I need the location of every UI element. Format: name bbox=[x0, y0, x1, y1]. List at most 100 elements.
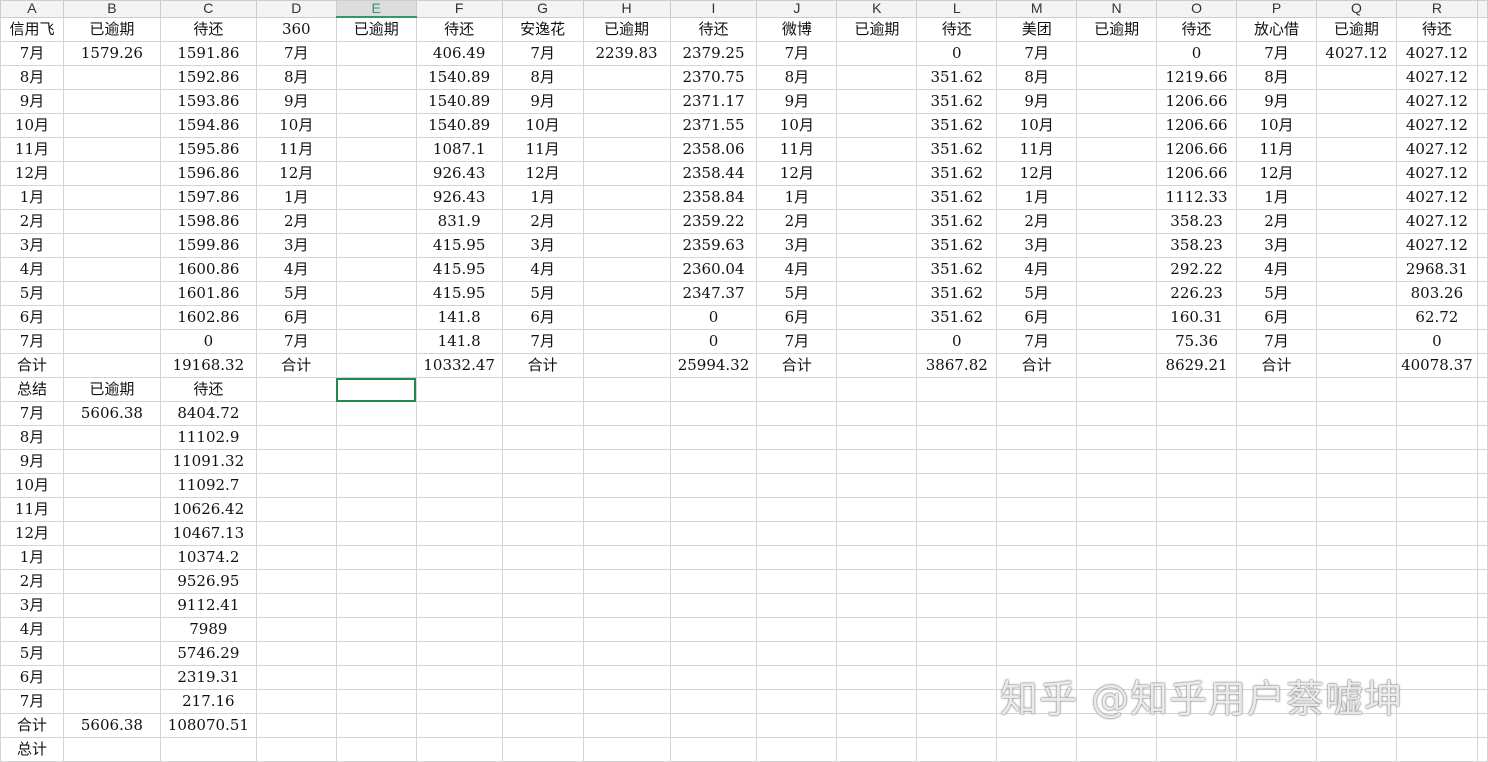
cell-l27[interactable] bbox=[916, 641, 998, 666]
cell-a14[interactable]: 7月 bbox=[0, 329, 64, 354]
cell-k13[interactable] bbox=[836, 305, 918, 330]
cell-j9[interactable]: 2月 bbox=[756, 209, 838, 234]
cell-r18[interactable] bbox=[1395, 425, 1478, 450]
cell-g24[interactable] bbox=[501, 569, 584, 594]
cell-j1[interactable]: 微博 bbox=[756, 16, 838, 42]
cell-b14[interactable] bbox=[62, 329, 161, 354]
cell-a16[interactable]: 总结 bbox=[0, 377, 64, 402]
cell-a11[interactable]: 4月 bbox=[0, 257, 64, 282]
cell-i27[interactable] bbox=[669, 641, 758, 666]
cell-l21[interactable] bbox=[916, 497, 998, 522]
column-header-blank[interactable] bbox=[1476, 0, 1488, 18]
cell-h9[interactable] bbox=[582, 209, 671, 234]
cell-b21[interactable] bbox=[62, 497, 161, 522]
cell-c18[interactable]: 11102.9 bbox=[159, 425, 257, 450]
cell-j15[interactable]: 合计 bbox=[756, 353, 838, 378]
cell-h29[interactable] bbox=[582, 689, 671, 714]
cell-j23[interactable] bbox=[756, 545, 838, 570]
cell-a10[interactable]: 3月 bbox=[0, 233, 64, 258]
cell-m23[interactable] bbox=[996, 545, 1078, 570]
cell-o2[interactable]: 0 bbox=[1156, 41, 1238, 66]
cell-x8[interactable] bbox=[1476, 185, 1488, 210]
cell-h20[interactable] bbox=[582, 473, 671, 498]
cell-k30[interactable] bbox=[836, 713, 918, 738]
cell-l25[interactable] bbox=[916, 593, 998, 618]
cell-x15[interactable] bbox=[1476, 353, 1488, 378]
cell-d12[interactable]: 5月 bbox=[255, 281, 337, 306]
cell-l29[interactable] bbox=[916, 689, 998, 714]
cell-i25[interactable] bbox=[669, 593, 758, 618]
cell-c16[interactable]: 待还 bbox=[159, 377, 257, 402]
cell-f26[interactable] bbox=[415, 617, 503, 642]
cell-g7[interactable]: 12月 bbox=[501, 161, 584, 186]
cell-r28[interactable] bbox=[1395, 665, 1478, 690]
column-header-l[interactable]: L bbox=[916, 0, 998, 18]
cell-c13[interactable]: 1602.86 bbox=[159, 305, 257, 330]
cell-c24[interactable]: 9526.95 bbox=[159, 569, 257, 594]
cell-p13[interactable]: 6月 bbox=[1236, 305, 1317, 330]
cell-n1[interactable]: 已逾期 bbox=[1076, 16, 1158, 42]
cell-j22[interactable] bbox=[756, 521, 838, 546]
column-header-a[interactable]: A bbox=[0, 0, 64, 18]
cell-o5[interactable]: 1206.66 bbox=[1156, 113, 1238, 138]
cell-i16[interactable] bbox=[669, 377, 758, 402]
cell-d11[interactable]: 4月 bbox=[255, 257, 337, 282]
cell-p10[interactable]: 3月 bbox=[1236, 233, 1317, 258]
column-header-o[interactable]: O bbox=[1156, 0, 1238, 18]
cell-c17[interactable]: 8404.72 bbox=[159, 401, 257, 426]
cell-b27[interactable] bbox=[62, 641, 161, 666]
cell-j5[interactable]: 10月 bbox=[756, 113, 838, 138]
cell-j4[interactable]: 9月 bbox=[756, 89, 838, 114]
cell-d13[interactable]: 6月 bbox=[255, 305, 337, 330]
cell-d20[interactable] bbox=[255, 473, 337, 498]
cell-j31[interactable] bbox=[756, 737, 838, 762]
cell-g17[interactable] bbox=[501, 401, 584, 426]
cell-d19[interactable] bbox=[255, 449, 337, 474]
column-header-k[interactable]: K bbox=[836, 0, 918, 18]
cell-e26[interactable] bbox=[335, 617, 417, 642]
cell-h5[interactable] bbox=[582, 113, 671, 138]
cell-r1[interactable]: 待还 bbox=[1395, 16, 1478, 42]
cell-h21[interactable] bbox=[582, 497, 671, 522]
cell-o14[interactable]: 75.36 bbox=[1156, 329, 1238, 354]
cell-o8[interactable]: 1112.33 bbox=[1156, 185, 1238, 210]
cell-n21[interactable] bbox=[1076, 497, 1158, 522]
cell-r31[interactable] bbox=[1395, 737, 1478, 762]
cell-p12[interactable]: 5月 bbox=[1236, 281, 1317, 306]
cell-q23[interactable] bbox=[1315, 545, 1397, 570]
cell-n5[interactable] bbox=[1076, 113, 1158, 138]
cell-g13[interactable]: 6月 bbox=[501, 305, 584, 330]
cell-n19[interactable] bbox=[1076, 449, 1158, 474]
cell-j18[interactable] bbox=[756, 425, 838, 450]
cell-x12[interactable] bbox=[1476, 281, 1488, 306]
cell-f6[interactable]: 1087.1 bbox=[415, 137, 503, 162]
cell-f9[interactable]: 831.9 bbox=[415, 209, 503, 234]
cell-i7[interactable]: 2358.44 bbox=[669, 161, 758, 186]
cell-g28[interactable] bbox=[501, 665, 584, 690]
cell-d5[interactable]: 10月 bbox=[255, 113, 337, 138]
cell-c2[interactable]: 1591.86 bbox=[159, 41, 257, 66]
cell-x10[interactable] bbox=[1476, 233, 1488, 258]
cell-c22[interactable]: 10467.13 bbox=[159, 521, 257, 546]
cell-g3[interactable]: 8月 bbox=[501, 65, 584, 90]
cell-x9[interactable] bbox=[1476, 209, 1488, 234]
cell-i29[interactable] bbox=[669, 689, 758, 714]
column-header-q[interactable]: Q bbox=[1315, 0, 1397, 18]
cell-g15[interactable]: 合计 bbox=[501, 353, 584, 378]
cell-f16[interactable] bbox=[415, 377, 503, 402]
cell-i4[interactable]: 2371.17 bbox=[669, 89, 758, 114]
cell-f21[interactable] bbox=[415, 497, 503, 522]
cell-n28[interactable] bbox=[1076, 665, 1158, 690]
cell-q13[interactable] bbox=[1315, 305, 1397, 330]
cell-h10[interactable] bbox=[582, 233, 671, 258]
cell-o1[interactable]: 待还 bbox=[1156, 16, 1238, 42]
cell-j16[interactable] bbox=[756, 377, 838, 402]
cell-i9[interactable]: 2359.22 bbox=[669, 209, 758, 234]
cell-c6[interactable]: 1595.86 bbox=[159, 137, 257, 162]
cell-a15[interactable]: 合计 bbox=[0, 353, 64, 378]
cell-p8[interactable]: 1月 bbox=[1236, 185, 1317, 210]
cell-r17[interactable] bbox=[1395, 401, 1478, 426]
cell-h22[interactable] bbox=[582, 521, 671, 546]
cell-m7[interactable]: 12月 bbox=[996, 161, 1078, 186]
cell-k20[interactable] bbox=[836, 473, 918, 498]
